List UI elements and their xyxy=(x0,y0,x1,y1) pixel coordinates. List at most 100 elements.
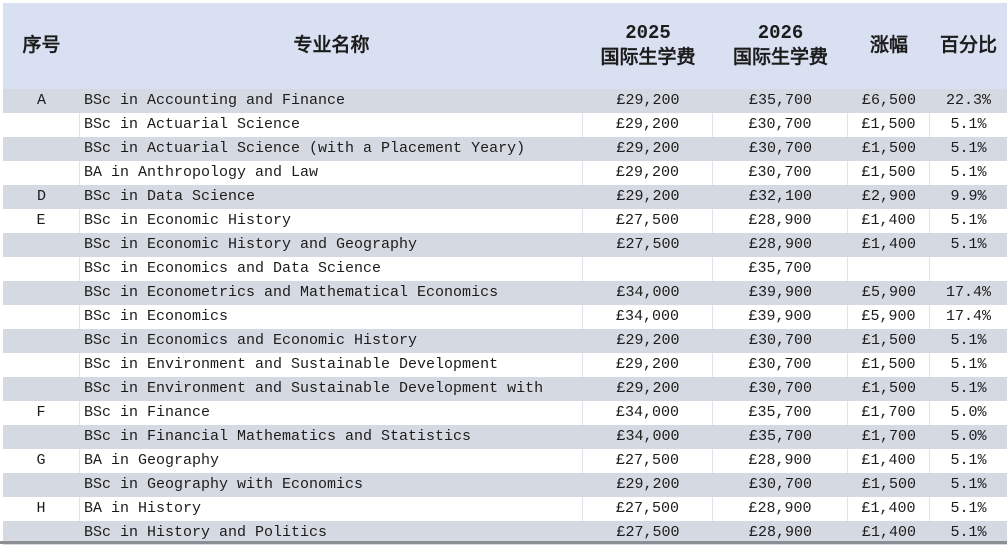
row-percent: 5.1% xyxy=(930,497,1007,521)
row-fee-2026: £39,900 xyxy=(713,305,848,329)
row-increase: £1,500 xyxy=(848,473,930,497)
row-index-letter xyxy=(3,425,80,449)
table-row[interactable]: BSc in Economic History and Geography £2… xyxy=(3,233,1007,257)
column-header-fee-2025: 2025 国际生学费 xyxy=(583,21,713,70)
row-fee-2026: £30,700 xyxy=(713,113,848,137)
row-fee-2026: £35,700 xyxy=(713,257,848,281)
row-percent: 5.1% xyxy=(930,137,1007,161)
table-row[interactable]: A BSc in Accounting and Finance £29,200 … xyxy=(3,89,1007,113)
row-fee-2025: £34,000 xyxy=(583,425,713,449)
row-fee-2026: £28,900 xyxy=(713,233,848,257)
table-row[interactable]: BSc in Actuarial Science (with a Placeme… xyxy=(3,137,1007,161)
row-fee-2026: £28,900 xyxy=(713,209,848,233)
row-fee-2026: £30,700 xyxy=(713,137,848,161)
row-index-letter xyxy=(3,233,80,257)
column-header-fee-2026-year: 2026 xyxy=(713,21,848,46)
row-percent: 5.1% xyxy=(930,353,1007,377)
row-index-letter: A xyxy=(3,89,80,113)
row-increase: £5,900 xyxy=(848,281,930,305)
row-fee-2026: £30,700 xyxy=(713,473,848,497)
row-fee-2025: £29,200 xyxy=(583,353,713,377)
row-percent: 5.1% xyxy=(930,449,1007,473)
row-fee-2026: £35,700 xyxy=(713,401,848,425)
table-row[interactable]: BSc in Econometrics and Mathematical Eco… xyxy=(3,281,1007,305)
row-percent: 5.1% xyxy=(930,329,1007,353)
row-program-name: BSc in Economics xyxy=(80,305,583,329)
row-fee-2025 xyxy=(583,257,713,281)
column-header-fee-2025-label: 国际生学费 xyxy=(583,46,713,71)
table-row[interactable]: BSc in Geography with Economics £29,200 … xyxy=(3,473,1007,497)
row-index-letter xyxy=(3,257,80,281)
table-row[interactable]: E BSc in Economic History £27,500 £28,90… xyxy=(3,209,1007,233)
row-fee-2026: £30,700 xyxy=(713,329,848,353)
row-percent: 5.0% xyxy=(930,425,1007,449)
row-increase: £1,500 xyxy=(848,377,930,401)
table-row[interactable]: BSc in Financial Mathematics and Statist… xyxy=(3,425,1007,449)
row-program-name: BSc in Accounting and Finance xyxy=(80,89,583,113)
table-row[interactable]: BA in Anthropology and Law £29,200 £30,7… xyxy=(3,161,1007,185)
row-increase: £1,500 xyxy=(848,353,930,377)
row-increase: £1,400 xyxy=(848,497,930,521)
row-percent: 5.1% xyxy=(930,377,1007,401)
row-percent: 5.1% xyxy=(930,473,1007,497)
row-percent: 5.1% xyxy=(930,209,1007,233)
row-index-letter xyxy=(3,161,80,185)
table-row[interactable]: F BSc in Finance £34,000 £35,700 £1,700 … xyxy=(3,401,1007,425)
row-increase: £1,500 xyxy=(848,137,930,161)
row-percent: 5.1% xyxy=(930,233,1007,257)
table-row[interactable]: BSc in Environment and Sustainable Devel… xyxy=(3,353,1007,377)
row-fee-2025: £34,000 xyxy=(583,401,713,425)
row-index-letter: F xyxy=(3,401,80,425)
row-increase: £6,500 xyxy=(848,89,930,113)
row-fee-2025: £34,000 xyxy=(583,281,713,305)
row-fee-2025: £27,500 xyxy=(583,449,713,473)
row-index-letter xyxy=(3,137,80,161)
row-fee-2025: £29,200 xyxy=(583,161,713,185)
table-row[interactable]: D BSc in Data Science £29,200 £32,100 £2… xyxy=(3,185,1007,209)
column-header-index: 序号 xyxy=(3,34,80,59)
column-header-fee-2025-year: 2025 xyxy=(583,21,713,46)
row-program-name: BA in Geography xyxy=(80,449,583,473)
row-fee-2025: £27,500 xyxy=(583,233,713,257)
row-program-name: BSc in Economic History xyxy=(80,209,583,233)
table-row[interactable]: BSc in Economics £34,000 £39,900 £5,900 … xyxy=(3,305,1007,329)
row-fee-2025: £29,200 xyxy=(583,473,713,497)
column-header-fee-2026-label: 国际生学费 xyxy=(713,46,848,71)
row-percent: 17.4% xyxy=(930,281,1007,305)
row-program-name: BA in Anthropology and Law xyxy=(80,161,583,185)
row-fee-2025: £29,200 xyxy=(583,137,713,161)
row-fee-2025: £29,200 xyxy=(583,185,713,209)
table-row[interactable]: G BA in Geography £27,500 £28,900 £1,400… xyxy=(3,449,1007,473)
row-increase: £1,500 xyxy=(848,113,930,137)
row-fee-2025: £34,000 xyxy=(583,305,713,329)
row-index-letter xyxy=(3,377,80,401)
row-fee-2026: £28,900 xyxy=(713,497,848,521)
row-fee-2026: £39,900 xyxy=(713,281,848,305)
table-row[interactable]: H BA in History £27,500 £28,900 £1,400 5… xyxy=(3,497,1007,521)
row-program-name: BSc in Actuarial Science xyxy=(80,113,583,137)
row-fee-2025: £29,200 xyxy=(583,329,713,353)
row-fee-2025: £27,500 xyxy=(583,209,713,233)
table-row[interactable]: BSc in Economics and Economic History £2… xyxy=(3,329,1007,353)
row-program-name: BSc in Environment and Sustainable Devel… xyxy=(80,353,583,377)
row-program-name: BSc in Economics and Economic History xyxy=(80,329,583,353)
row-fee-2026: £30,700 xyxy=(713,377,848,401)
table-row[interactable]: BSc in Economics and Data Science £35,70… xyxy=(3,257,1007,281)
table-row[interactable]: BSc in Actuarial Science £29,200 £30,700… xyxy=(3,113,1007,137)
table-row[interactable]: BSc in Environment and Sustainable Devel… xyxy=(3,377,1007,401)
row-index-letter xyxy=(3,473,80,497)
column-header-increase: 涨幅 xyxy=(848,34,930,59)
row-percent: 22.3% xyxy=(930,89,1007,113)
row-fee-2025: £29,200 xyxy=(583,377,713,401)
row-index-letter xyxy=(3,113,80,137)
row-increase: £1,400 xyxy=(848,449,930,473)
row-increase xyxy=(848,257,930,281)
row-index-letter: E xyxy=(3,209,80,233)
row-increase: £1,700 xyxy=(848,401,930,425)
row-index-letter xyxy=(3,329,80,353)
row-program-name: BSc in Actuarial Science (with a Placeme… xyxy=(80,137,583,161)
row-percent: 17.4% xyxy=(930,305,1007,329)
row-program-name: BA in History xyxy=(80,497,583,521)
row-percent: 5.1% xyxy=(930,161,1007,185)
row-program-name: BSc in Geography with Economics xyxy=(80,473,583,497)
